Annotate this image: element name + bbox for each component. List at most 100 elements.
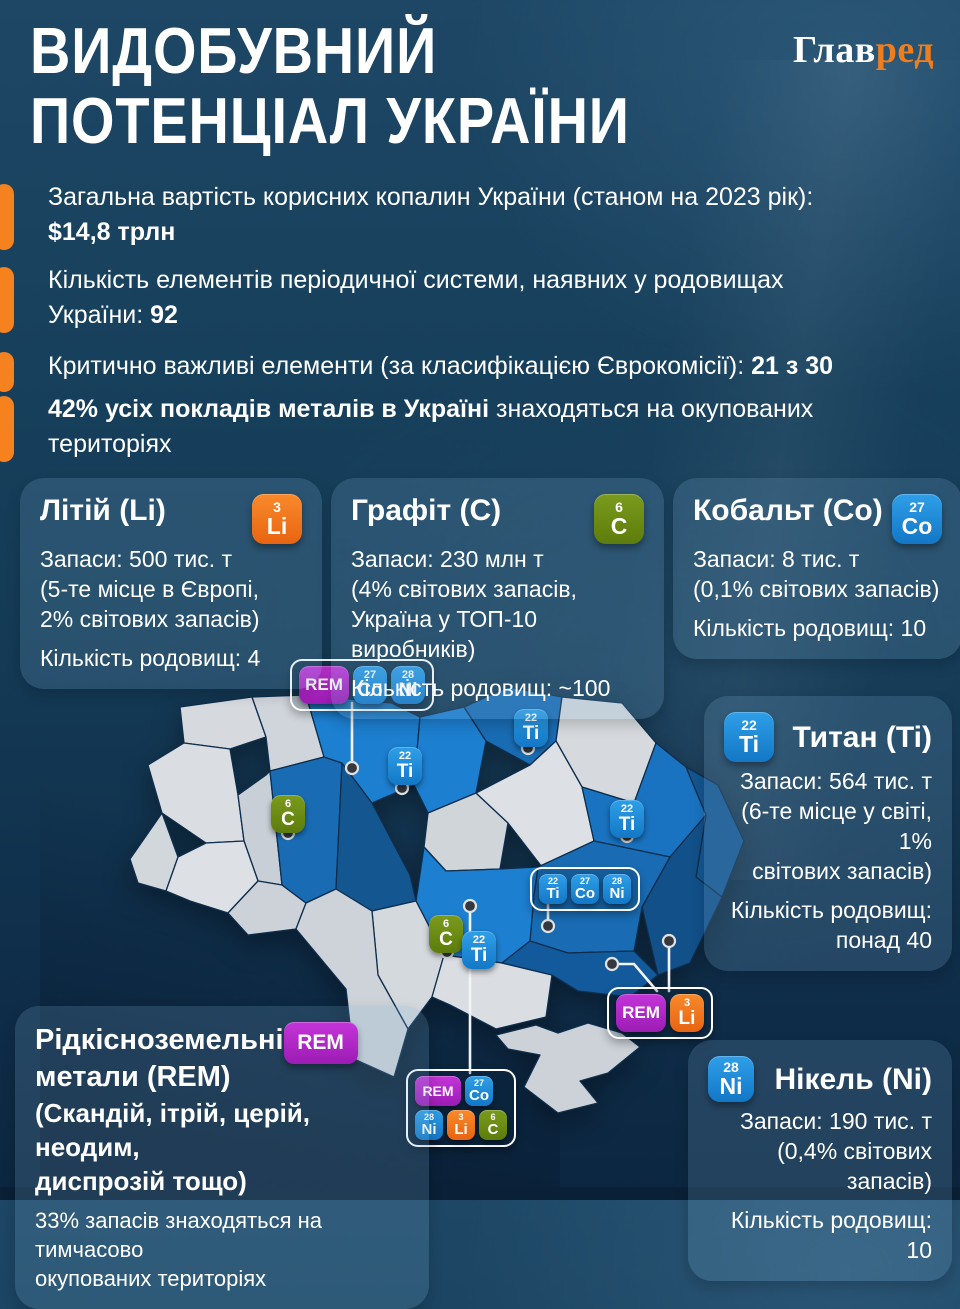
titanium-title: Титан (Ti) xyxy=(792,720,932,754)
badge-row: 22 Ti 27 Co 28 Ni xyxy=(539,874,631,904)
map-element-badge-co: 27 Co xyxy=(465,1076,493,1106)
nickel-reserves: Запаси: 190 тис. т xyxy=(739,1108,932,1134)
map-element-badge-rem: REM xyxy=(415,1076,461,1106)
stat-critical-elements: Критично важливі елементи (за класифікац… xyxy=(48,349,948,384)
stat-total-value-text: Загальна вартість корисних копалин Украї… xyxy=(48,183,814,211)
cobalt-symbol: Co xyxy=(901,513,933,539)
map-element-badge-ni: 28 Ni xyxy=(415,1110,443,1140)
map-element-badge-ni: 28 Ni xyxy=(391,666,425,704)
card-rare-earth: Рідкісноземельні метали (REM) REM (Сканд… xyxy=(15,1006,429,1309)
stat-critical-text: Критично важливі елементи (за класифікац… xyxy=(48,352,752,380)
map-element-badge-ti: 22 Ti xyxy=(462,931,496,969)
mineral-cards-row: Літій (Li) 3 Li Запаси: 500 тис. т (5-те… xyxy=(20,478,960,719)
nickel-element-badge: 28 Ni xyxy=(708,1056,754,1102)
map-element-badge-co: 27 Co xyxy=(571,874,599,904)
graphite-atomic-number: 6 xyxy=(615,499,623,515)
ukraine-map: 22 Ti 22 Ti 6 C 22 Ti 6 C 22 Ti REM 27 Co 28 Ni 22 Ti 27 Co 2… xyxy=(110,645,750,1147)
stat-total-value-number: $14,8 трлн xyxy=(48,218,176,246)
titanium-atomic-number: 22 xyxy=(741,717,757,733)
nickel-symbol: Ni xyxy=(719,1073,743,1099)
graphite-top10-line: Україна у ТОП-10 виробників) xyxy=(351,606,538,662)
map-element-badge-ti: 22 Ti xyxy=(610,800,644,838)
map-element-badge-li: 3 Li xyxy=(447,1110,475,1140)
lithium-rank-line: (5-те місце в Європі, xyxy=(40,576,259,602)
map-element-badge-rem: REM xyxy=(616,994,666,1032)
stat-occupied-deposits: 42% усіх покладів металів в Україні знах… xyxy=(48,392,848,462)
card-cobalt: Кобальт (Co) 27 Co Запаси: 8 тис. т (0,1… xyxy=(673,478,960,659)
group-rem-li: REM 3 Li xyxy=(607,987,713,1039)
cobalt-element-badge: 27 Co xyxy=(892,494,942,544)
map-element-badge-ti: 22 Ti xyxy=(539,874,567,904)
badge-row: 28 Ni 3 Li 6 C xyxy=(415,1110,507,1140)
bullet-marker-1 xyxy=(0,184,14,250)
ukraine-map-regions xyxy=(129,686,745,1114)
map-badge-overlay: 22 Ti 22 Ti 6 C 22 Ti 6 C 22 Ti REM 27 Co 28 Ni 22 Ti 27 Co 2… xyxy=(110,645,750,1147)
badge-row: REM 3 Li xyxy=(616,994,704,1032)
map-element-badge-ti: 22 Ti xyxy=(514,709,548,747)
badge-row: REM 27 Co 28 Ni xyxy=(299,666,425,704)
cobalt-title: Кобальт (Co) xyxy=(693,494,883,527)
card-titanium: 22 Ti Титан (Ti) Запаси: 564 тис. т (6-т… xyxy=(704,696,952,971)
card-nickel: 28 Ni Нікель (Ni) Запаси: 190 тис. т (0,… xyxy=(688,1040,952,1281)
graphite-symbol: C xyxy=(610,513,628,539)
card-graphite: Графіт (C) 6 C Запаси: 230 млн т (4% сві… xyxy=(331,478,664,719)
badge-row: REM 27 Co xyxy=(415,1076,507,1106)
nickel-deposits: Кількість родовищ: 10 xyxy=(730,1207,932,1263)
map-element-badge-rem: REM xyxy=(299,666,349,704)
graphite-element-badge: 6 C xyxy=(594,494,644,544)
lithium-element-badge: 3 Li xyxy=(252,494,302,544)
graphite-reserves: Запаси: 230 млн т xyxy=(351,546,544,572)
rem-subtitle-line2: диспрозій тощо) xyxy=(35,1166,247,1196)
nickel-atomic-number: 28 xyxy=(723,1059,739,1075)
page-title-line2: ПОТЕНЦІАЛ УКРАЇНИ xyxy=(30,84,630,157)
lithium-atomic-number: 3 xyxy=(273,499,281,515)
footer-strip xyxy=(0,1187,960,1200)
rem-note-line2: окупованих територіях xyxy=(35,1266,267,1291)
map-element-badge-ti: 22 Ti xyxy=(388,747,422,785)
map-element-badge-co: 27 Co xyxy=(353,666,387,704)
logo-part-orange: ред xyxy=(875,29,934,71)
stat-elements-count: Кількість елементів періодичної системи,… xyxy=(48,263,878,333)
lithium-share-line: 2% світових запасів) xyxy=(40,606,260,632)
stat-elements-number: 92 xyxy=(150,301,178,329)
page-title: ВИДОБУВНИЙ ПОТЕНЦІАЛ УКРАЇНИ xyxy=(30,16,728,156)
nickel-title: Нікель (Ni) xyxy=(774,1062,932,1096)
rem-title-line2: метали (REM) xyxy=(35,1061,231,1093)
rem-note-line1: 33% запасів знаходяться на тимчасово xyxy=(35,1208,322,1262)
titanium-deposits-value: понад 40 xyxy=(835,927,932,953)
cobalt-share-line: (0,1% світових запасів) xyxy=(693,576,940,602)
rem-element-badge: REM xyxy=(283,1022,358,1064)
nickel-share-line: (0,4% світових запасів) xyxy=(777,1138,932,1194)
group-rem-co-ni: REM 27 Co 28 Ni xyxy=(290,659,434,711)
map-element-badge-li: 3 Li xyxy=(670,994,704,1032)
stat-occupied-text: знаходяться на окупованих територіях xyxy=(48,395,814,458)
group-bottom: REM 27 Co 28 Ni 3 Li 6 C xyxy=(406,1069,516,1147)
graphite-title: Графіт (C) xyxy=(351,494,502,527)
stat-total-value: Загальна вартість корисних копалин Украї… xyxy=(48,180,928,250)
card-lithium: Літій (Li) 3 Li Запаси: 500 тис. т (5-те… xyxy=(20,478,322,689)
cobalt-atomic-number: 27 xyxy=(909,499,925,515)
cobalt-deposits: Кількість родовищ: 10 xyxy=(693,615,927,641)
stat-critical-number: 21 з 30 xyxy=(751,352,834,380)
map-element-badge-ni: 28 Ni xyxy=(603,874,631,904)
lithium-deposits: Кількість родовищ: 4 xyxy=(40,645,261,671)
titanium-share-line: світових запасів) xyxy=(752,858,932,884)
rem-subtitle-line1: (Скандій, ітрій, церій, неодим, xyxy=(35,1098,311,1162)
graphite-share-line: (4% світових запасів, xyxy=(351,576,577,602)
lithium-reserves: Запаси: 500 тис. т xyxy=(40,546,233,572)
titanium-reserves: Запаси: 564 тис. т xyxy=(739,768,932,794)
page-title-line1: ВИДОБУВНИЙ xyxy=(30,14,438,87)
lithium-symbol: Li xyxy=(266,513,288,539)
rem-title-line1: Рідкісноземельні xyxy=(35,1024,284,1056)
group-ti-co-ni: 22 Ti 27 Co 28 Ni xyxy=(530,867,640,911)
cobalt-reserves: Запаси: 8 тис. т xyxy=(693,546,860,572)
rem-symbol: REM xyxy=(297,1031,344,1054)
stat-occupied-bold: 42% усіх покладів металів в Україні xyxy=(48,395,490,423)
lithium-title: Літій (Li) xyxy=(40,494,166,527)
titanium-deposits-label: Кількість родовищ: xyxy=(730,897,932,923)
stat-elements-text: Кількість елементів періодичної системи,… xyxy=(48,266,784,329)
glavred-logo: Главред xyxy=(793,28,934,72)
